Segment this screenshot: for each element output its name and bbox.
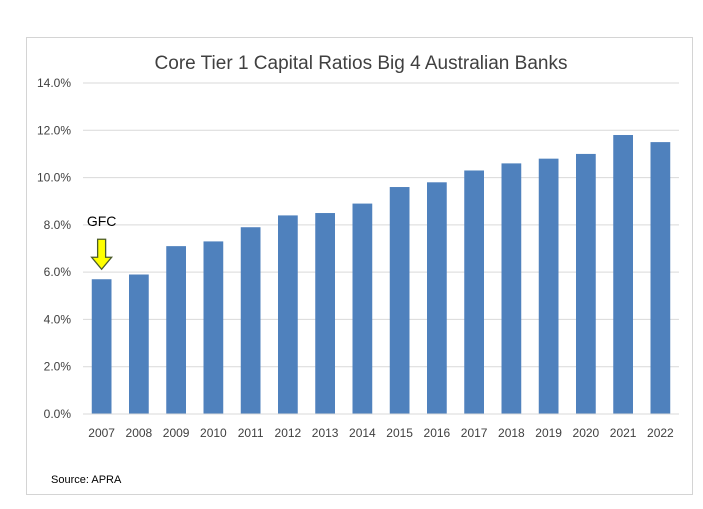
y-tick-label: 6.0% xyxy=(44,265,72,279)
bar-2018 xyxy=(501,163,522,414)
bar-chart: Core Tier 1 Capital Ratios Big 4 Austral… xyxy=(37,53,679,486)
x-tick-label: 2011 xyxy=(238,426,264,440)
x-tick-label: 2018 xyxy=(498,426,525,440)
bar-2017 xyxy=(464,170,484,414)
bar-2012 xyxy=(278,215,298,414)
bar-2010 xyxy=(203,241,224,414)
y-tick-label: 2.0% xyxy=(44,360,72,374)
x-tick-label: 2010 xyxy=(200,426,227,440)
bar-2009 xyxy=(166,246,186,414)
bar-2019 xyxy=(538,158,559,414)
chart-frame: Core Tier 1 Capital Ratios Big 4 Austral… xyxy=(26,37,693,495)
bar-2020 xyxy=(576,153,596,414)
x-tick-label: 2008 xyxy=(126,426,153,440)
x-tick-label: 2013 xyxy=(312,426,339,440)
bar-2021 xyxy=(613,135,633,414)
x-tick-label: 2019 xyxy=(535,426,562,440)
y-tick-label: 12.0% xyxy=(37,123,71,137)
y-axis-tick-labels: 0.0% 2.0% 4.0% 6.0% 8.0% 10.0% 12.0% 14.0% xyxy=(37,76,71,421)
bars xyxy=(91,135,671,414)
bar-2022 xyxy=(650,142,671,414)
gfc-annotation: GFC xyxy=(87,213,117,271)
y-tick-label: 10.0% xyxy=(37,171,71,185)
bar-2013 xyxy=(315,213,335,414)
x-tick-label: 2015 xyxy=(386,426,413,440)
x-tick-label: 2021 xyxy=(610,426,637,440)
x-tick-label: 2017 xyxy=(461,426,488,440)
bar-2016 xyxy=(427,182,447,414)
x-tick-label: 2007 xyxy=(88,426,115,440)
x-axis-tick-labels: 2007 2008 2009 2010 2011 2012 2013 2014 2015 2016… xyxy=(88,426,674,440)
x-tick-label: 2014 xyxy=(349,426,376,440)
y-tick-label: 0.0% xyxy=(44,407,72,421)
y-tick-label: 14.0% xyxy=(37,76,71,90)
bar-2011 xyxy=(240,227,261,414)
bar-2015 xyxy=(389,187,410,414)
down-arrow-icon xyxy=(90,238,114,271)
y-tick-label: 8.0% xyxy=(44,218,72,232)
annotation-label: GFC xyxy=(87,213,117,229)
y-tick-label: 4.0% xyxy=(44,312,72,326)
source-note: Source: APRA xyxy=(51,474,122,486)
x-tick-label: 2016 xyxy=(424,426,451,440)
bar-2007 xyxy=(91,279,112,414)
chart-title: Core Tier 1 Capital Ratios Big 4 Austral… xyxy=(155,53,568,74)
bar-2008 xyxy=(129,274,149,414)
x-tick-label: 2012 xyxy=(275,426,302,440)
bar-2014 xyxy=(352,203,373,414)
x-tick-label: 2022 xyxy=(647,426,674,440)
x-tick-label: 2009 xyxy=(163,426,190,440)
x-tick-label: 2020 xyxy=(573,426,600,440)
